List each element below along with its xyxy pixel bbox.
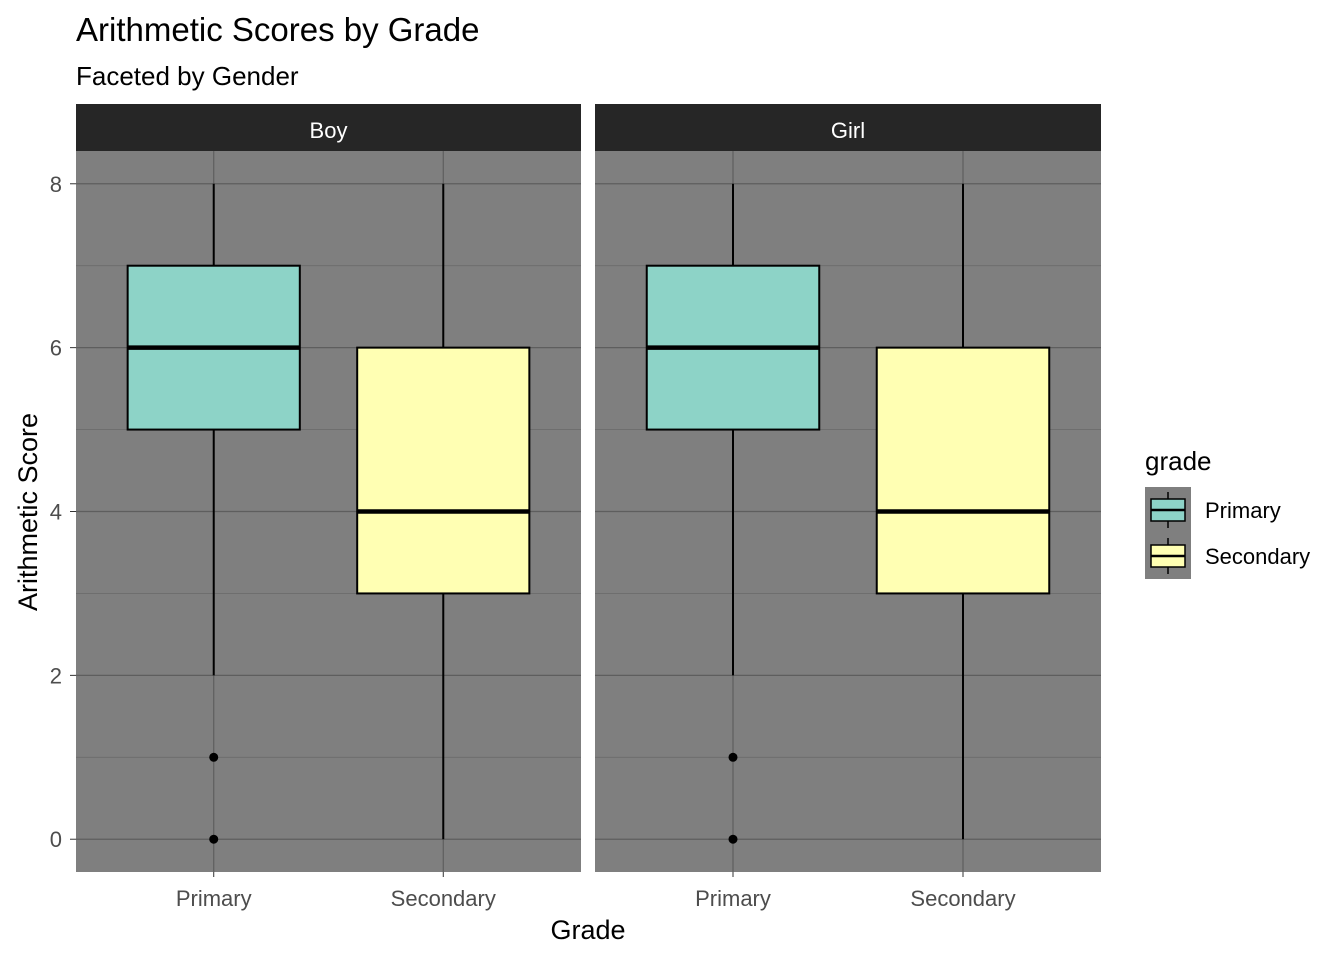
- facet-panel-girl: Girl Primary Secondary: [595, 104, 1101, 911]
- legend-entry-primary: Primary: [1150, 492, 1281, 528]
- box-iqr: [356, 346, 531, 595]
- chart-title: Arithmetic Scores by Grade: [76, 11, 479, 48]
- x-tick-label: Primary: [695, 886, 771, 911]
- y-tick-label: 4: [50, 500, 62, 525]
- y-axis-ticks: 0 2 4 6 8: [50, 172, 76, 852]
- legend: grade Primary Secondary: [1145, 446, 1310, 579]
- outlier-point: [209, 834, 219, 844]
- box-secondary: [875, 183, 1051, 840]
- y-tick-label: 0: [50, 827, 62, 852]
- y-axis-label: Arithmetic Score: [13, 413, 43, 611]
- x-tick-label: Secondary: [391, 886, 496, 911]
- facet-strip-label: Boy: [310, 118, 348, 143]
- facet-panel-boy: Boy Primary Secondary: [76, 104, 581, 911]
- x-tick-label: Secondary: [910, 886, 1015, 911]
- legend-entry-label: Secondary: [1205, 544, 1310, 569]
- x-tick-label: Primary: [176, 886, 252, 911]
- outlier-point: [209, 752, 219, 762]
- facet-strip: [595, 104, 1101, 151]
- legend-entry-secondary: Secondary: [1150, 538, 1310, 574]
- box-iqr: [875, 346, 1051, 595]
- box-secondary: [356, 183, 531, 840]
- box-primary: [126, 183, 301, 844]
- outlier-point: [728, 834, 738, 844]
- chart-subtitle: Faceted by Gender: [76, 61, 299, 91]
- y-tick-label: 6: [50, 336, 62, 361]
- facet-panels: Boy Primary Secondary Girl Primary Secondary: [76, 104, 1101, 911]
- legend-title: grade: [1145, 446, 1212, 476]
- x-axis-label: Grade: [550, 915, 625, 945]
- outlier-point: [728, 752, 738, 762]
- facet-strip: [76, 104, 581, 151]
- facet-strip-label: Girl: [831, 118, 865, 143]
- y-tick-label: 2: [50, 663, 62, 688]
- box-primary: [645, 183, 821, 844]
- y-tick-label: 8: [50, 172, 62, 197]
- legend-entry-label: Primary: [1205, 498, 1281, 523]
